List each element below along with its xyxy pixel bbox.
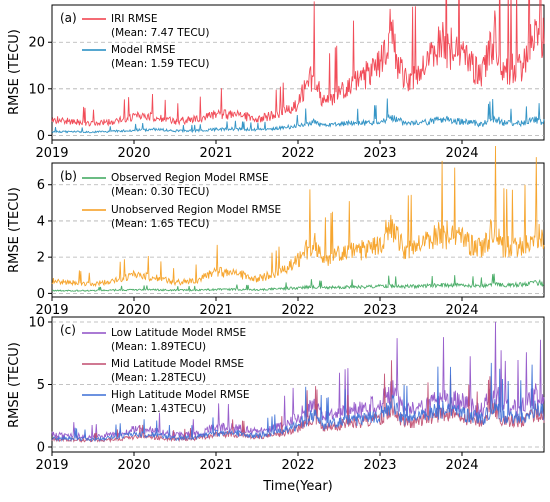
series-line-model-rmse	[51, 98, 545, 134]
y-tick-label: 4	[37, 214, 45, 229]
legend-mid-lat-name: Mid Latitude Model RMSE	[111, 358, 244, 370]
panel-b-label: (b)	[60, 169, 77, 183]
legend-mid-lat-mean: (Mean: 1.28TECU)	[111, 372, 206, 384]
y-tick-label: 20	[28, 36, 45, 51]
panel-c-label: (c)	[60, 323, 76, 337]
legend-high-lat-mean: (Mean: 1.43TECU)	[111, 403, 206, 415]
panel-a: 0 10 20 2019 2020 2021 2022 2023 2024 (a) RMSE …	[7, 0, 545, 161]
legend-observed-name: Observed Region Model RMSE	[111, 172, 269, 184]
legend-iri-mean: (Mean: 7.47 TECU)	[111, 27, 209, 39]
legend-high-lat-name: High Latitude Model RMSE	[111, 389, 250, 401]
legend-observed-mean: (Mean: 0.30 TECU)	[111, 186, 209, 198]
panel-b-legend: Observed Region Model RMSE (Mean: 0.30 T…	[82, 172, 281, 230]
panel-b-series	[51, 145, 545, 293]
y-tick-label: 0	[37, 287, 45, 302]
y-tick-label: 6	[37, 178, 45, 193]
panel-a-label: (a)	[60, 11, 77, 25]
legend-low-lat-mean: (Mean: 1.89TECU)	[111, 341, 206, 353]
panel-c: 0 5 10 2019 2020 2021 2022 2023 2024 (c) RMSE (…	[7, 316, 545, 473]
x-axis-label: Time(Year)	[262, 479, 332, 494]
panel-a-y-axis-label: RMSE (TECU)	[7, 29, 22, 115]
x-tick-label: 2023	[363, 303, 396, 318]
panel-a-series	[51, 0, 545, 134]
y-tick-label: 5	[37, 378, 45, 393]
legend-model-mean: (Mean: 1.59 TECU)	[111, 58, 209, 70]
x-tick-label: 2022	[281, 146, 314, 161]
x-tick-label: 2020	[117, 303, 150, 318]
y-tick-label: 10	[28, 316, 45, 331]
legend-unobserved-name: Unobserved Region Model RMSE	[111, 204, 281, 216]
legend-iri-name: IRI RMSE	[111, 13, 157, 25]
x-tick-label: 2019	[35, 146, 68, 161]
panel-c-grid	[52, 321, 544, 448]
x-tick-label: 2022	[281, 458, 314, 473]
panel-b-x-ticks: 2019 2020 2021 2022 2023 2024	[35, 297, 479, 318]
x-tick-label: 2019	[35, 458, 68, 473]
panel-b: 0 2 4 6 2019 2020 2021 2022 2023 2024 (b) RMSE (…	[7, 145, 545, 318]
x-tick-label: 2024	[445, 303, 478, 318]
x-tick-label: 2020	[117, 146, 150, 161]
series-line-observed-region-model-rmse	[51, 273, 545, 293]
x-tick-label: 2023	[363, 458, 396, 473]
series-line-unobserved-region-model-rmse	[51, 145, 545, 288]
panel-a-legend: IRI RMSE (Mean: 7.47 TECU) Model RMSE (M…	[82, 13, 209, 70]
panel-c-y-axis-label: RMSE (TECU)	[7, 342, 22, 428]
x-tick-label: 2020	[117, 458, 150, 473]
x-tick-label: 2024	[445, 458, 478, 473]
x-tick-label: 2021	[199, 146, 232, 161]
legend-model-name: Model RMSE	[111, 44, 176, 56]
x-tick-label: 2021	[199, 458, 232, 473]
y-tick-label: 0	[37, 441, 45, 456]
y-tick-label: 10	[28, 82, 45, 97]
y-tick-label: 0	[37, 129, 45, 144]
panel-c-legend: Low Latitude Model RMSE (Mean: 1.89TECU)…	[82, 327, 250, 415]
x-tick-label: 2022	[281, 303, 314, 318]
x-tick-label: 2024	[445, 146, 478, 161]
x-tick-label: 2019	[35, 303, 68, 318]
legend-low-lat-name: Low Latitude Model RMSE	[111, 327, 246, 339]
panel-b-y-axis-label: RMSE (TECU)	[7, 187, 22, 273]
panel-a-x-ticks: 2019 2020 2021 2022 2023 2024	[35, 140, 479, 161]
panel-b-y-ticks: 0 2 4 6	[37, 178, 52, 302]
series-line-mid-latitude-model-rmse	[51, 360, 545, 443]
panel-c-y-ticks: 0 5 10	[28, 316, 52, 456]
series-line-low-latitude-model-rmse	[51, 321, 545, 441]
x-tick-label: 2023	[363, 146, 396, 161]
y-tick-label: 2	[37, 251, 45, 266]
series-line-iri-rmse	[51, 0, 545, 127]
panel-a-grid	[52, 41, 544, 136]
series-line-high-latitude-model-rmse	[51, 362, 545, 443]
x-tick-label: 2021	[199, 303, 232, 318]
panel-c-x-ticks: 2019 2020 2021 2022 2023 2024	[35, 452, 479, 473]
panel-a-y-ticks: 0 10 20	[28, 36, 52, 144]
panel-c-series	[51, 321, 545, 443]
legend-unobserved-mean: (Mean: 1.65 TECU)	[111, 218, 209, 230]
